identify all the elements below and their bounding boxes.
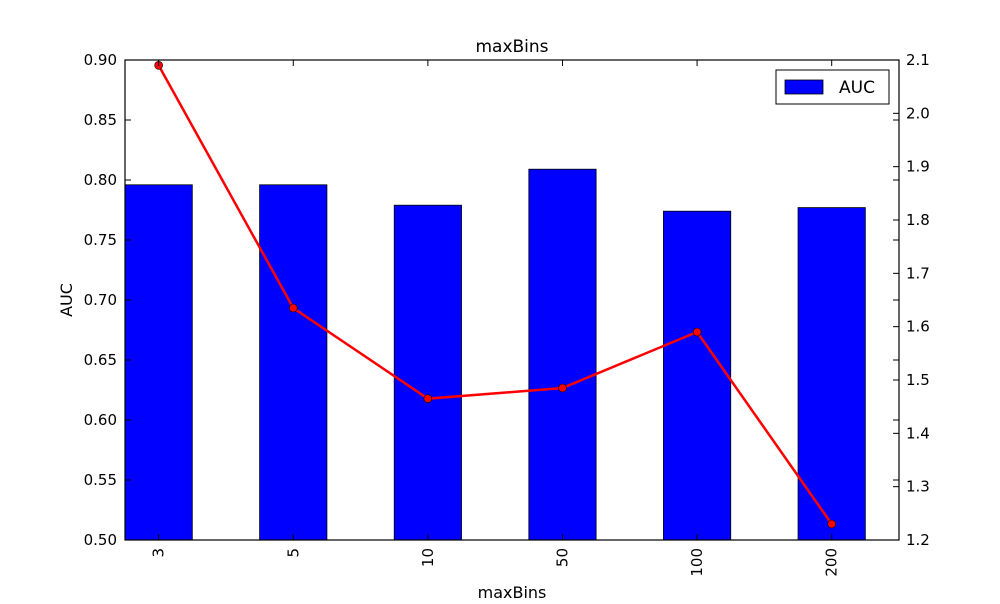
x-tick-label: 5 bbox=[284, 548, 302, 558]
line-point-200 bbox=[827, 519, 836, 529]
y2-tick-label: 2.1 bbox=[906, 51, 930, 69]
y2-tick-label: 1.4 bbox=[906, 424, 930, 442]
bar-3 bbox=[124, 184, 193, 541]
line-layer bbox=[154, 61, 836, 529]
y-axis-label: AUC bbox=[57, 283, 76, 317]
y-tick-label: 0.65 bbox=[84, 351, 117, 369]
y-tick-label: 0.50 bbox=[84, 531, 117, 549]
y-tick-label: 0.80 bbox=[84, 171, 117, 189]
bar-100 bbox=[663, 210, 732, 541]
legend-label-auc: AUC bbox=[839, 78, 875, 98]
y2-tick-label: 2.0 bbox=[906, 104, 930, 122]
x-axis-label: maxBins bbox=[478, 583, 547, 600]
x-tick-label: 50 bbox=[553, 548, 571, 567]
line-point-50 bbox=[558, 383, 567, 393]
x-tick-label: 100 bbox=[688, 548, 706, 577]
line-point-100 bbox=[692, 327, 702, 337]
line-point-10 bbox=[423, 394, 433, 403]
y2-tick-label: 1.3 bbox=[906, 478, 930, 496]
plot-frame bbox=[124, 59, 900, 541]
y2-tick-label: 1.9 bbox=[906, 158, 930, 176]
y-tick-label: 0.85 bbox=[84, 111, 117, 129]
bars-layer bbox=[124, 168, 866, 541]
legend: AUC bbox=[775, 69, 890, 105]
line-point-5 bbox=[288, 303, 298, 313]
y2-tick-label: 1.7 bbox=[906, 264, 930, 282]
y2-tick-label: 1.5 bbox=[906, 371, 930, 389]
x-tick-label: 200 bbox=[823, 548, 841, 577]
legend-swatch-auc bbox=[784, 79, 824, 95]
bar-200 bbox=[797, 207, 866, 541]
y-tick-label: 0.55 bbox=[84, 471, 117, 489]
x-tick-label: 3 bbox=[150, 548, 168, 558]
y-tick-label: 0.75 bbox=[84, 231, 117, 249]
line-series bbox=[157, 64, 833, 525]
chart-title: maxBins bbox=[475, 37, 548, 57]
bar-50 bbox=[528, 168, 597, 541]
bar-5 bbox=[259, 184, 328, 541]
y2-tick-label: 1.8 bbox=[906, 211, 930, 229]
bar-10 bbox=[393, 204, 462, 541]
y-tick-label: 0.70 bbox=[84, 291, 117, 309]
y2-tick-label: 1.2 bbox=[906, 531, 930, 549]
y2-tick-label: 1.6 bbox=[906, 318, 930, 336]
y-tick-label: 0.60 bbox=[84, 411, 117, 429]
ticks-layer: 0.50 0.55 0.60 0.65 0.70 0.75 0.80 0.85 0.90 1.2 1… bbox=[84, 51, 930, 577]
y-tick-label: 0.90 bbox=[84, 51, 117, 69]
x-tick-label: 10 bbox=[419, 548, 437, 567]
